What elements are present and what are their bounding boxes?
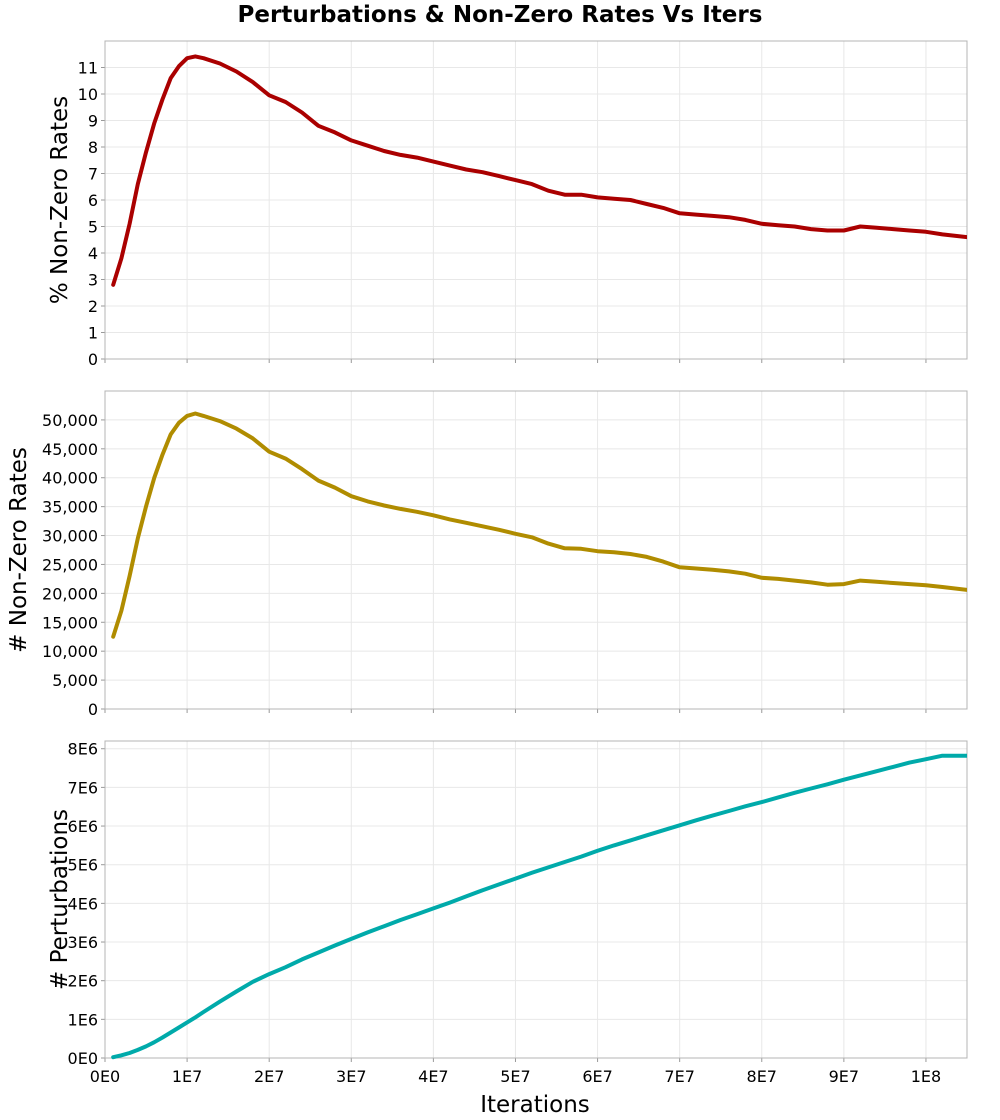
y-tick-label: 3 [88,271,98,290]
y-tick-label: 5 [88,218,98,237]
x-tick-label: 1E7 [172,1067,202,1086]
plot-area [105,741,967,1058]
y-axis-title: % Non-Zero Rates [47,96,73,304]
y-tick-label: 10,000 [42,642,98,661]
y-tick-label: 45,000 [42,440,98,459]
y-tick-label: 4E6 [68,894,98,913]
y-tick-label: 50,000 [42,411,98,430]
y-tick-label: 5E6 [68,856,98,875]
x-tick-label: 2E7 [254,1067,284,1086]
y-tick-label: 25,000 [42,555,98,574]
y-tick-label: 40,000 [42,469,98,488]
y-tick-label: 8E6 [68,740,98,759]
y-tick-label: 0 [88,350,98,369]
y-tick-label: 7 [88,165,98,184]
y-axis-title: # Non-Zero Rates [6,447,32,653]
y-tick-label: 11 [78,59,98,78]
chart-title: Perturbations & Non-Zero Rates Vs Iters [237,2,763,28]
x-tick-label: 3E7 [336,1067,366,1086]
x-tick-label: 4E7 [418,1067,448,1086]
x-tick-label: 0E0 [90,1067,120,1086]
y-tick-label: 20,000 [42,584,98,603]
y-tick-label: 1 [88,324,98,343]
y-tick-label: 0 [88,700,98,719]
x-tick-label: 1E8 [911,1067,941,1086]
x-tick-label: 8E7 [747,1067,777,1086]
y-tick-label: 6E6 [68,817,98,836]
y-tick-label: 3E6 [68,933,98,952]
x-tick-label: 6E7 [582,1067,612,1086]
y-tick-label: 6 [88,191,98,210]
plot-area [105,391,967,709]
plot-border [104,40,968,360]
y-tick-label: 15,000 [42,613,98,632]
plot-border [104,740,968,1059]
y-tick-label: 7E6 [68,778,98,797]
series-line-1 [111,54,967,287]
series-line-3 [111,753,967,1060]
y-tick-label: 4 [88,244,98,263]
x-tick-label: 9E7 [829,1067,859,1086]
y-tick-label: 2 [88,297,98,316]
y-axis-title: # Perturbations [47,809,73,990]
y-tick-label: 8 [88,138,98,157]
y-tick-label: 0E0 [68,1049,98,1068]
panel-3: 0E0 1E7 2E7 3E7 4E7 5E7 6E7 7E7 8E7 9E7 1E8 0E0 1E6 2… [47,740,968,1086]
plot-border [104,390,968,710]
y-tick-label: 5,000 [52,671,98,690]
y-tick-label: 1E6 [68,1010,98,1029]
panel-1: 0 1 2 3 4 5 6 7 8 9 10 11 % Non-Zero Rates [47,40,968,369]
y-tick-label: 30,000 [42,527,98,546]
y-tick-label: 10 [78,85,98,104]
panel-2: 0 5,000 10,000 15,000 20,000 25,000 30,000 35,0… [6,390,968,719]
y-tick-label: 2E6 [68,972,98,991]
series-line-2 [111,411,967,639]
x-axis-title: Iterations [480,1092,590,1118]
y-tick-label: 9 [88,112,98,131]
y-tick-label: 35,000 [42,498,98,517]
x-tick-label: 5E7 [500,1067,530,1086]
x-tick-label: 7E7 [664,1067,694,1086]
